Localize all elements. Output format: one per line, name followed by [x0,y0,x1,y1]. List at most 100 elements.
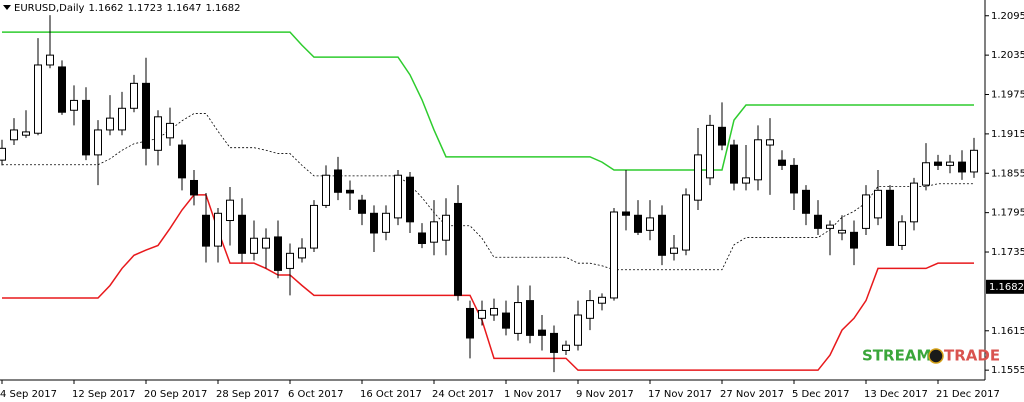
candle-body [214,212,222,247]
candle-body [694,154,702,201]
candle-body [670,247,678,254]
candle-body [202,214,210,247]
candle-body [886,189,894,246]
candle-body [778,159,786,166]
candle-body [850,231,858,249]
y-tick-label: 1.1735 [991,247,1024,258]
candle-body [502,312,510,329]
header-value: 1.1647 [166,3,201,14]
candle-body [334,169,342,193]
candle-body [130,82,138,109]
candle-body [0,147,6,161]
candle-body [958,161,966,173]
candle-body [226,199,234,222]
x-tick-label: 20 Sep 2017 [144,389,207,400]
candle-body [634,214,642,233]
plot-area [0,15,978,373]
candle-body [742,177,750,184]
y-tick-label: 1.1555 [991,365,1024,376]
x-tick-label: 17 Nov 2017 [648,389,712,400]
candle-body [58,66,66,113]
current-price-label: 1.1682 [989,282,1024,293]
x-tick-label: 4 Sep 2017 [0,389,57,400]
x-tick-label: 5 Dec 2017 [792,389,850,400]
candle-body [586,300,594,319]
candle-body [838,229,846,234]
symbol: EURUSD,Daily [14,3,85,14]
candle-body [250,237,258,254]
candle-body [274,236,282,271]
watermark-right: TRADE [944,347,1000,365]
menu-arrow [3,5,11,10]
candle-body [370,212,378,234]
candle-body [322,174,330,206]
x-tick-label: 9 Nov 2017 [576,389,634,400]
candle-body [514,302,522,334]
current-price-box [986,279,1024,294]
candle-body [466,307,474,339]
x-tick-label: 24 Oct 2017 [432,389,494,400]
candle-body [454,202,462,296]
candle-body [298,247,306,259]
candle-body [910,182,918,223]
candle-body [766,139,774,146]
candle-body [430,221,438,243]
candle-body [934,161,942,166]
x-tick-label: 12 Sep 2017 [72,389,135,400]
chart-header: EURUSD,Daily 1.1662 1.1723 1.1647 1.1682 [14,3,240,14]
candle-body [118,107,126,131]
candle-body [478,309,486,319]
candle-body [346,189,354,194]
candle-body [94,129,102,156]
candle-body [154,116,162,151]
candle-body [394,174,402,219]
candle-body [970,149,978,173]
watermark-left: STREAM [862,347,931,365]
candle-body [622,211,630,216]
candle-body [358,199,366,214]
candle-body [178,144,186,179]
x-tick-label: 16 Oct 2017 [360,389,422,400]
y-tick-label: 1.1855 [991,168,1024,179]
candle-body [898,221,906,246]
x-tick-label: 13 Dec 2017 [864,389,928,400]
candle-body [946,161,954,166]
candle-body [754,139,762,181]
candle-body [658,214,666,256]
candle-body [406,176,414,223]
candle-body [598,296,606,304]
candle-body [526,300,534,336]
candle-body [490,307,498,316]
y-tick-label: 1.2035 [991,50,1024,61]
candle-body [310,204,318,249]
candle-body [46,54,54,66]
channel-line [2,31,974,171]
candle-body [34,64,42,134]
candle-body [70,99,78,111]
candle-body [610,211,618,299]
y-tick-label: 1.1975 [991,90,1024,101]
x-tick-label: 21 Dec 2017 [936,389,1000,400]
header-value: 1.1662 [88,3,123,14]
candle-body [22,131,30,136]
candle-body [646,217,654,231]
y-tick-label: 1.1615 [991,326,1024,337]
candle-body [142,82,150,149]
candle-body [166,122,174,139]
candle-body [106,117,114,131]
candle-body [238,214,246,254]
candle-body [802,189,810,214]
candle-body [382,212,390,233]
candle-body [922,162,930,186]
x-tick-label: 6 Oct 2017 [288,389,343,400]
candle-body [418,232,426,244]
header-value: 1.1682 [205,3,240,14]
candle-body [574,314,582,346]
candle-body [190,179,198,196]
y-tick-label: 1.1795 [991,208,1024,219]
candle-body [706,124,714,179]
x-tick-label: 28 Sep 2017 [216,389,279,400]
candle-body [682,194,690,251]
